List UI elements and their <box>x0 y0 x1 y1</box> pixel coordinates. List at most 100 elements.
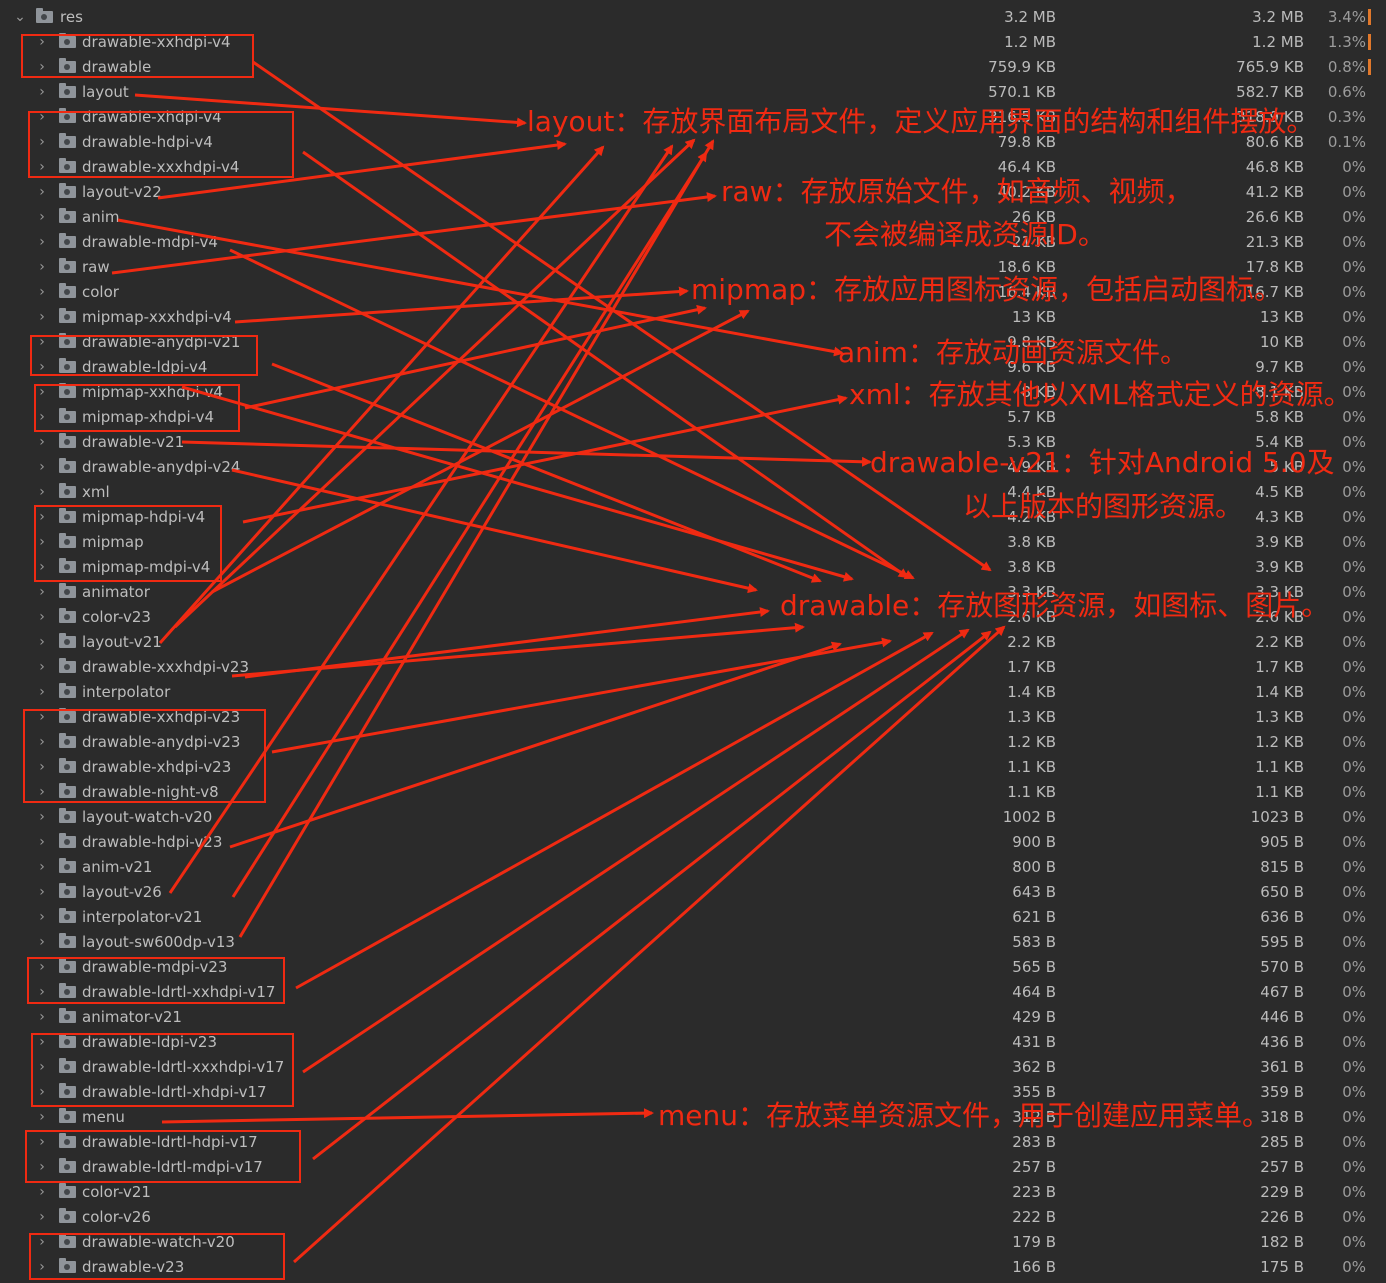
tree-row[interactable]: › layout-sw600dp-v13 583 B 595 B 0% <box>0 930 1386 955</box>
chevron-right-icon[interactable]: › <box>39 284 45 300</box>
tree-row[interactable]: › color-v26 222 B 226 B 0% <box>0 1205 1386 1230</box>
tree-row[interactable]: › layout 570.1 KB 582.7 KB 0.6% <box>0 80 1386 105</box>
tree-row[interactable]: › layout-v26 643 B 650 B 0% <box>0 880 1386 905</box>
chevron-right-icon[interactable]: › <box>39 784 45 800</box>
chevron-right-icon[interactable]: › <box>39 84 45 100</box>
chevron-right-icon[interactable]: › <box>39 159 45 175</box>
chevron-right-icon[interactable]: › <box>39 334 45 350</box>
tree-row[interactable]: › drawable-ldrtl-hdpi-v17 283 B 285 B 0% <box>0 1130 1386 1155</box>
chevron-right-icon[interactable]: › <box>39 484 45 500</box>
raw-size: 1.2 MB <box>1004 33 1056 51</box>
chevron-right-icon[interactable]: › <box>39 359 45 375</box>
chevron-right-icon[interactable]: › <box>39 859 45 875</box>
chevron-right-icon[interactable]: › <box>39 834 45 850</box>
chevron-right-icon[interactable]: › <box>39 59 45 75</box>
chevron-right-icon[interactable]: › <box>39 1259 45 1275</box>
chevron-right-icon[interactable]: › <box>39 609 45 625</box>
tree-row[interactable]: › layout-watch-v20 1002 B 1023 B 0% <box>0 805 1386 830</box>
tree-row[interactable]: › drawable-ldrtl-xxxhdpi-v17 362 B 361 B 0% <box>0 1055 1386 1080</box>
chevron-right-icon[interactable]: › <box>39 634 45 650</box>
chevron-right-icon[interactable]: › <box>39 409 45 425</box>
chevron-right-icon[interactable]: › <box>39 759 45 775</box>
folder-name: layout-watch-v20 <box>82 808 213 826</box>
tree-row[interactable]: › interpolator-v21 621 B 636 B 0% <box>0 905 1386 930</box>
tree-row[interactable]: › drawable-hdpi-v23 900 B 905 B 0% <box>0 830 1386 855</box>
folder-icon <box>59 983 76 998</box>
chevron-right-icon[interactable]: › <box>39 934 45 950</box>
tree-row[interactable]: › raw 18.6 KB 17.8 KB 0% <box>0 255 1386 280</box>
chevron-right-icon[interactable]: › <box>39 384 45 400</box>
chevron-right-icon[interactable]: › <box>39 584 45 600</box>
chevron-right-icon[interactable]: › <box>39 984 45 1000</box>
tree-row[interactable]: › drawable-xxxhdpi-v23 1.7 KB 1.7 KB 0% <box>0 655 1386 680</box>
tree-row[interactable]: › color 16.4 KB 16.7 KB 0% <box>0 280 1386 305</box>
chevron-right-icon[interactable]: › <box>39 809 45 825</box>
tree-row[interactable]: › drawable-ldrtl-xxhdpi-v17 464 B 467 B 0% <box>0 980 1386 1005</box>
chevron-right-icon[interactable]: › <box>39 884 45 900</box>
tree-row[interactable]: › drawable-ldrtl-xhdpi-v17 355 B 359 B 0% <box>0 1080 1386 1105</box>
chevron-right-icon[interactable]: › <box>39 134 45 150</box>
chevron-right-icon[interactable]: › <box>39 434 45 450</box>
download-size: 3.9 KB <box>1255 533 1304 551</box>
chevron-right-icon[interactable]: › <box>39 1034 45 1050</box>
tree-row[interactable]: › drawable-watch-v20 179 B 182 B 0% <box>0 1230 1386 1255</box>
tree-row[interactable]: › drawable 759.9 KB 765.9 KB 0.8% <box>0 55 1386 80</box>
chevron-right-icon[interactable]: › <box>39 509 45 525</box>
folder-icon <box>59 933 76 948</box>
chevron-right-icon[interactable]: › <box>39 559 45 575</box>
chevron-down-icon[interactable]: ⌄ <box>14 9 26 25</box>
chevron-right-icon[interactable]: › <box>39 209 45 225</box>
tree-row[interactable]: › drawable-ldpi-v4 9.6 KB 9.7 KB 0% <box>0 355 1386 380</box>
chevron-right-icon[interactable]: › <box>39 734 45 750</box>
chevron-right-icon[interactable]: › <box>39 234 45 250</box>
tree-row[interactable]: › drawable-v23 166 B 175 B 0% <box>0 1255 1386 1280</box>
tree-row[interactable]: › anim 26 KB 26.6 KB 0% <box>0 205 1386 230</box>
tree-row[interactable]: › anim-v21 800 B 815 B 0% <box>0 855 1386 880</box>
chevron-right-icon[interactable]: › <box>39 34 45 50</box>
chevron-right-icon[interactable]: › <box>39 1109 45 1125</box>
chevron-right-icon[interactable]: › <box>39 1059 45 1075</box>
tree-row[interactable]: › xml 4.4 KB 4.5 KB 0% <box>0 480 1386 505</box>
folder-icon <box>59 208 76 223</box>
tree-row[interactable]: › color-v23 2.6 KB 2.6 KB 0% <box>0 605 1386 630</box>
chevron-right-icon[interactable]: › <box>39 1134 45 1150</box>
chevron-right-icon[interactable]: › <box>39 1184 45 1200</box>
chevron-right-icon[interactable]: › <box>39 709 45 725</box>
chevron-right-icon[interactable]: › <box>39 1009 45 1025</box>
folder-icon <box>59 683 76 698</box>
tree-row[interactable]: › mipmap-xxxhdpi-v4 13 KB 13 KB 0% <box>0 305 1386 330</box>
chevron-right-icon[interactable]: › <box>39 909 45 925</box>
chevron-right-icon[interactable]: › <box>39 259 45 275</box>
tree-row[interactable]: › mipmap 3.8 KB 3.9 KB 0% <box>0 530 1386 555</box>
chevron-right-icon[interactable]: › <box>39 184 45 200</box>
chevron-right-icon[interactable]: › <box>39 534 45 550</box>
tree-row[interactable]: › animator-v21 429 B 446 B 0% <box>0 1005 1386 1030</box>
folder-icon <box>59 133 76 148</box>
tree-row[interactable]: › interpolator 1.4 KB 1.4 KB 0% <box>0 680 1386 705</box>
tree-row[interactable]: › menu 312 B 318 B 0% <box>0 1105 1386 1130</box>
tree-row[interactable]: › layout-v21 2.2 KB 2.2 KB 0% <box>0 630 1386 655</box>
chevron-right-icon[interactable]: › <box>39 1084 45 1100</box>
raw-size: 1.1 KB <box>1007 783 1056 801</box>
tree-row[interactable]: › drawable-xxhdpi-v4 1.2 MB 1.2 MB 1.3% <box>0 30 1386 55</box>
chevron-right-icon[interactable]: › <box>39 684 45 700</box>
tree-row[interactable]: › drawable-mdpi-v23 565 B 570 B 0% <box>0 955 1386 980</box>
tree-row[interactable]: › animator 3.3 KB 3.3 KB 0% <box>0 580 1386 605</box>
chevron-right-icon[interactable]: › <box>39 959 45 975</box>
tree-root-row[interactable]: ⌄ res 3.2 MB 3.2 MB 3.4% <box>0 5 1386 30</box>
raw-size: 46.4 KB <box>997 158 1056 176</box>
tree-row[interactable]: › color-v21 223 B 229 B 0% <box>0 1180 1386 1205</box>
tree-row[interactable]: › drawable-v21 5.3 KB 5.4 KB 0% <box>0 430 1386 455</box>
tree-row[interactable]: › layout-v22 40.2 KB 41.2 KB 0% <box>0 180 1386 205</box>
tree-row[interactable]: › drawable-ldrtl-mdpi-v17 257 B 257 B 0% <box>0 1155 1386 1180</box>
tree-row[interactable]: › drawable-ldpi-v23 431 B 436 B 0% <box>0 1030 1386 1055</box>
chevron-right-icon[interactable]: › <box>39 459 45 475</box>
tree-row[interactable]: › drawable-mdpi-v4 21 KB 21.3 KB 0% <box>0 230 1386 255</box>
chevron-right-icon[interactable]: › <box>39 109 45 125</box>
raw-size: 3.8 KB <box>1007 558 1056 576</box>
chevron-right-icon[interactable]: › <box>39 309 45 325</box>
chevron-right-icon[interactable]: › <box>39 1159 45 1175</box>
chevron-right-icon[interactable]: › <box>39 1209 45 1225</box>
chevron-right-icon[interactable]: › <box>39 1234 45 1250</box>
chevron-right-icon[interactable]: › <box>39 659 45 675</box>
